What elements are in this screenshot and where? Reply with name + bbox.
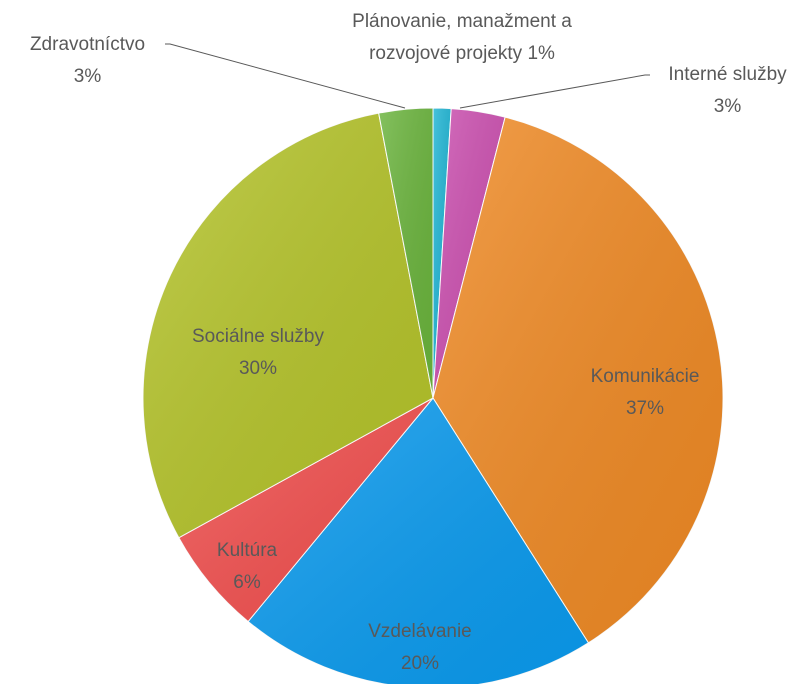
category-label: Interné služby (668, 64, 787, 85)
value-label: 3% (73, 66, 102, 87)
data-label: Vzdelávanie 20% (330, 616, 510, 680)
data-label: Kultúra 6% (177, 535, 317, 599)
value-label: 30% (238, 358, 278, 379)
value-label: 20% (400, 653, 440, 674)
value-label: 6% (233, 572, 261, 593)
data-label: Komunikácie 37% (560, 361, 730, 425)
category-label: Komunikácie (590, 366, 700, 387)
data-label: Sociálne služby 30% (158, 321, 358, 385)
category-label: Sociálne služby (191, 326, 325, 347)
category-label: Vzdelávanie (368, 621, 472, 642)
value-label: 3% (713, 96, 742, 117)
data-label: Zdravotníctvo 3% (5, 29, 170, 93)
data-label: Plánovanie, manažment a rozvojové projek… (312, 6, 612, 70)
category-label: Kultúra (216, 540, 278, 561)
leader-line (459, 74, 650, 109)
leader-line (165, 43, 406, 109)
value-label: 37% (625, 398, 665, 419)
category-label: Zdravotníctvo (29, 34, 146, 55)
value-label: 1% (527, 43, 555, 64)
category-label: Plánovanie, manažment a rozvojové projek… (352, 11, 572, 64)
data-label: Interné služby 3% (645, 59, 808, 123)
